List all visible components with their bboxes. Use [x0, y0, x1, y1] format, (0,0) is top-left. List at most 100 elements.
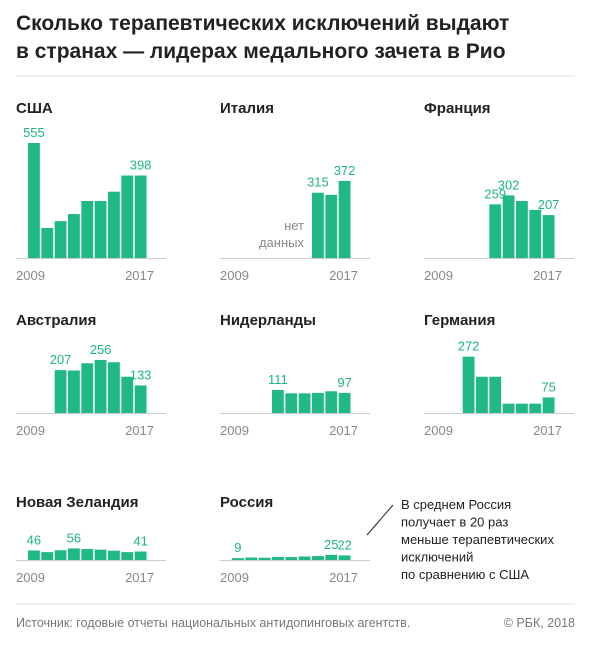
bar	[272, 390, 284, 413]
bar	[68, 370, 80, 413]
bar	[325, 194, 338, 258]
value-label: 302	[498, 177, 520, 192]
x-tick-label: 2009	[220, 268, 249, 283]
bar	[338, 555, 351, 560]
value-label: 207	[50, 352, 72, 367]
value-label: 555	[23, 125, 45, 140]
bar	[134, 175, 147, 258]
x-tick-label: 2009	[220, 423, 249, 438]
bar	[542, 397, 555, 413]
bar	[81, 201, 94, 258]
value-label: 56	[67, 530, 81, 545]
note-line: исключений	[401, 550, 473, 565]
bar	[121, 376, 134, 413]
panel-title: Франция	[424, 100, 491, 117]
bar	[502, 195, 515, 258]
bar	[312, 392, 324, 413]
x-tick-label: 2017	[329, 268, 358, 283]
bar	[312, 556, 324, 560]
bar	[28, 143, 40, 258]
value-label: 75	[541, 379, 555, 394]
x-tick-label: 2009	[424, 423, 453, 438]
panel-title: Италия	[220, 100, 274, 117]
bar	[81, 363, 94, 413]
source: Источник: годовые отчеты национальных ан…	[16, 616, 410, 630]
bar	[542, 215, 555, 258]
bar	[108, 362, 120, 413]
x-tick-label: 2009	[220, 570, 249, 585]
x-tick-label: 2009	[424, 268, 453, 283]
value-label: 41	[133, 534, 147, 549]
panel-title: Нидерланды	[220, 312, 316, 329]
bar	[94, 359, 107, 413]
note-pointer	[366, 504, 394, 536]
annotation: нет	[284, 218, 304, 233]
value-label: 256	[90, 342, 112, 357]
bar	[54, 370, 67, 413]
bar	[134, 385, 147, 413]
bar	[529, 209, 542, 258]
note-line: меньше терапевтических	[401, 532, 554, 547]
bar	[41, 227, 54, 258]
bar	[502, 403, 515, 413]
bar	[41, 552, 54, 560]
bar	[489, 376, 502, 413]
bar	[245, 557, 258, 560]
value-label: 259	[484, 186, 506, 201]
bar	[232, 558, 244, 560]
value-label: 46	[27, 532, 41, 547]
bar	[516, 201, 528, 258]
bar	[81, 549, 94, 560]
value-label: 97	[337, 375, 351, 390]
annotation: данных	[259, 235, 305, 250]
panel-title: Германия	[424, 312, 495, 329]
bar	[121, 175, 134, 258]
x-tick-label: 2009	[16, 268, 45, 283]
note-line: В среднем Россия	[401, 497, 511, 512]
bar	[516, 403, 528, 413]
bar	[54, 550, 67, 560]
x-tick-label: 2017	[125, 423, 154, 438]
x-tick-label: 2009	[16, 570, 45, 585]
panel-title: Новая Зеландия	[16, 494, 138, 511]
bar	[338, 180, 351, 258]
bar	[54, 221, 67, 258]
bar	[489, 204, 502, 258]
value-label: 25	[324, 537, 338, 552]
value-label: 133	[130, 367, 152, 382]
panel-title: Австралия	[16, 312, 96, 329]
bar	[68, 548, 80, 560]
note: В среднем Россия получает в 20 раз меньше …	[401, 497, 554, 582]
bar	[272, 556, 284, 560]
bar	[121, 552, 134, 560]
bar	[325, 554, 338, 560]
bar	[298, 393, 311, 413]
bar	[325, 391, 338, 413]
x-tick-label: 2017	[125, 570, 154, 585]
bar	[28, 550, 40, 560]
panel-title: Россия	[220, 494, 273, 511]
bar	[258, 557, 271, 560]
title-line: Сколько терапевтических исключений выдаю…	[16, 12, 509, 35]
bar	[94, 549, 107, 560]
bar	[312, 192, 324, 258]
x-tick-label: 2017	[533, 268, 562, 283]
value-label: 372	[334, 163, 356, 178]
bar	[529, 403, 542, 413]
panel-title: США	[16, 100, 53, 117]
bar	[134, 551, 147, 560]
value-label: 111	[268, 372, 288, 387]
bar	[298, 556, 311, 560]
x-tick-label: 2017	[533, 423, 562, 438]
bar	[68, 214, 80, 258]
bar	[338, 392, 351, 413]
value-label: 315	[307, 175, 329, 190]
x-tick-label: 2017	[125, 268, 154, 283]
x-tick-label: 2009	[16, 423, 45, 438]
value-label: 9	[234, 540, 241, 555]
value-label: 272	[458, 339, 480, 354]
bar	[108, 550, 120, 560]
bar	[108, 191, 120, 258]
bar	[94, 201, 107, 258]
